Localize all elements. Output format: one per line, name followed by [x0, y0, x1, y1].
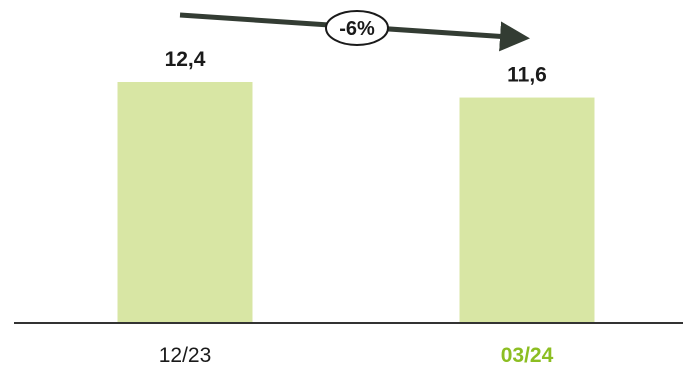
bar-03-24: [459, 97, 595, 323]
bar-12-23: [117, 82, 253, 323]
x-tick-label: 03/24: [501, 344, 554, 367]
change-label: -6%: [339, 18, 375, 40]
change-indicator: -6%: [179, 10, 530, 52]
change-badge: [325, 10, 389, 46]
value-label: 11,6: [507, 64, 547, 87]
bars-layer: 12,4 12/23 11,6 03/24: [117, 48, 595, 367]
x-tick-label: 12/23: [159, 344, 212, 367]
value-label: 12,4: [165, 48, 206, 71]
